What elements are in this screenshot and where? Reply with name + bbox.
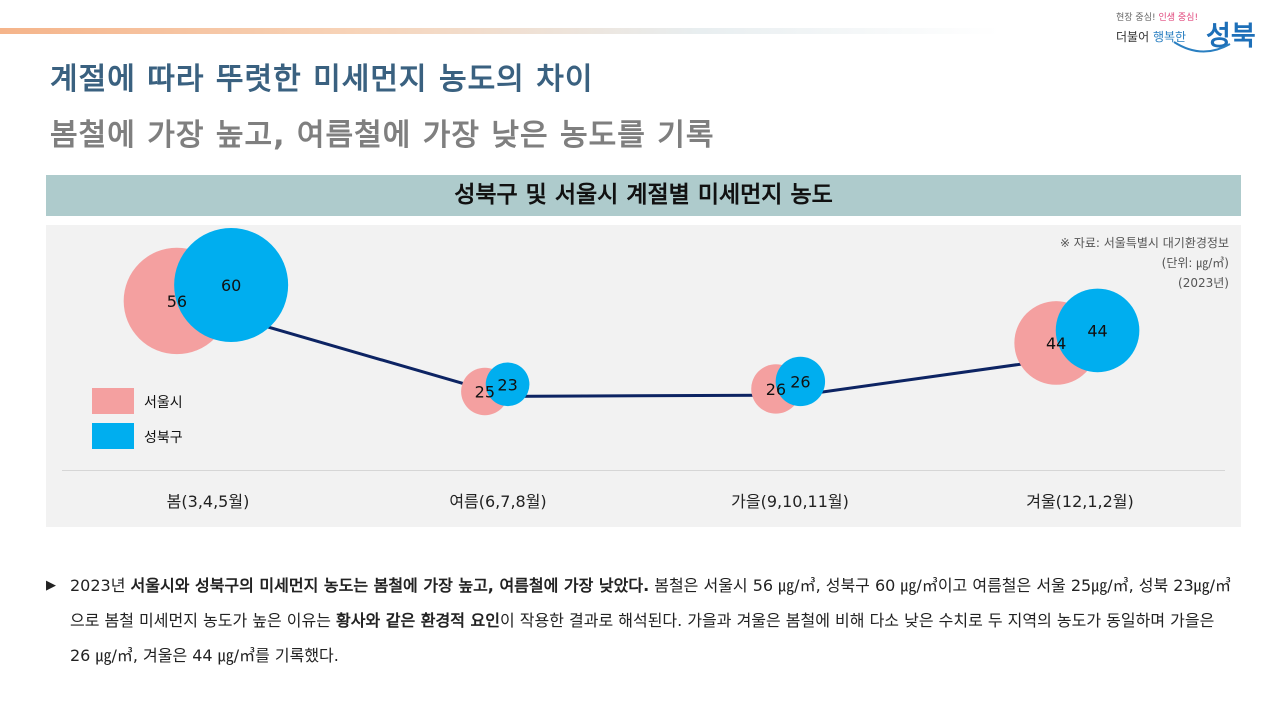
x-tick-label: 봄(3,4,5월) bbox=[166, 492, 250, 511]
source-line: ※ 자료: 서울특별시 대기환경정보 bbox=[1059, 236, 1229, 250]
chart-panel: 56 60 25 23 26 26 44 44 ※ 자료: 서울특별시 대기환경정보 (단위:… bbox=[46, 225, 1241, 527]
page-title: 계절에 따라 뚜렷한 미세먼지 농도의 차이 bbox=[50, 62, 594, 97]
desc-seg: 이 작용한 결과로 해석된다. 가을과 겨울은 봄철에 비해 다소 낮은 수치로… bbox=[70, 611, 1215, 665]
logo-slogan-b: 인생 중심! bbox=[1158, 13, 1199, 23]
desc-seg: 봄철은 서울시 56 ㎍/㎥, 성북구 60 ㎍/㎥이고 여름철은 서울 25㎍… bbox=[70, 576, 1232, 630]
data-label: 60 bbox=[221, 276, 241, 295]
data-label: 23 bbox=[497, 375, 517, 394]
data-label: 44 bbox=[1046, 334, 1066, 353]
legend-label-seoul: 서울시 bbox=[144, 395, 183, 411]
desc-bold: 서울시와 성북구의 미세먼지 농도는 봄철에 가장 높고, 여름철에 가장 낮았… bbox=[130, 576, 650, 595]
source-note: ※ 자료: 서울특별시 대기환경정보 (단위: ㎍/㎥) (2023년) bbox=[1060, 233, 1229, 293]
logo-sub-b: 행복한 bbox=[1152, 30, 1187, 44]
series-line bbox=[230, 314, 1098, 398]
data-label: 26 bbox=[766, 380, 786, 399]
x-tick-label: 가을(9,10,11월) bbox=[731, 492, 849, 511]
bubble-chart: 56 60 25 23 26 26 44 44 bbox=[123, 228, 1140, 416]
data-label: 25 bbox=[475, 382, 495, 401]
unit-line: (단위: ㎍/㎥) bbox=[1161, 256, 1229, 270]
bubble-seongbuk bbox=[174, 228, 289, 342]
desc-seg: 2023년 bbox=[70, 576, 131, 595]
legend-swatch-seongbuk bbox=[92, 423, 134, 449]
x-axis-line bbox=[62, 470, 1225, 471]
chart-title: 성북구 및 서울시 계절별 미세먼지 농도 bbox=[46, 175, 1241, 216]
triangle-bullet-icon: ▶ bbox=[46, 578, 56, 593]
header-gradient-bar bbox=[0, 28, 1000, 34]
desc-bold: 황사와 같은 환경적 요인 bbox=[336, 611, 500, 630]
year-line: (2023년) bbox=[1178, 276, 1229, 290]
bubble-seongbuk bbox=[485, 362, 530, 407]
legend-swatch-seoul bbox=[92, 388, 134, 414]
description-text: 2023년 서울시와 성북구의 미세먼지 농도는 봄철에 가장 높고, 여름철에… bbox=[46, 568, 1236, 673]
description-paragraph: ▶ 2023년 서울시와 성북구의 미세먼지 농도는 봄철에 가장 높고, 여름… bbox=[46, 568, 1236, 673]
bubble-seongbuk bbox=[1055, 288, 1140, 373]
legend-label-seongbuk: 성북구 bbox=[144, 430, 183, 446]
data-label: 56 bbox=[167, 292, 187, 311]
x-tick-label: 여름(6,7,8월) bbox=[449, 492, 547, 511]
logo-sub-a: 더불어 bbox=[1116, 30, 1150, 44]
bubble-seongbuk bbox=[775, 356, 826, 407]
data-label: 26 bbox=[790, 372, 810, 391]
logo-slogan-a: 현장 중심! bbox=[1116, 13, 1156, 23]
logo-slogan: 현장 중심! 인생 중심! bbox=[1116, 10, 1198, 23]
legend-item-seongbuk: 성북구 bbox=[92, 423, 292, 449]
logo-main-text: 성북 bbox=[1206, 21, 1256, 52]
x-tick-label: 겨울(12,1,2월) bbox=[1026, 492, 1134, 511]
logo-swoosh-icon bbox=[1173, 41, 1231, 53]
seongbuk-logo: 현장 중심! 인생 중심! 더불어 행복한 성북 bbox=[1112, 8, 1272, 60]
legend-item-seoul: 서울시 bbox=[92, 388, 292, 414]
data-label: 44 bbox=[1087, 321, 1107, 340]
page-subtitle: 봄철에 가장 높고, 여름철에 가장 낮은 농도를 기록 bbox=[50, 118, 715, 153]
logo-sub: 더불어 행복한 bbox=[1116, 28, 1186, 45]
